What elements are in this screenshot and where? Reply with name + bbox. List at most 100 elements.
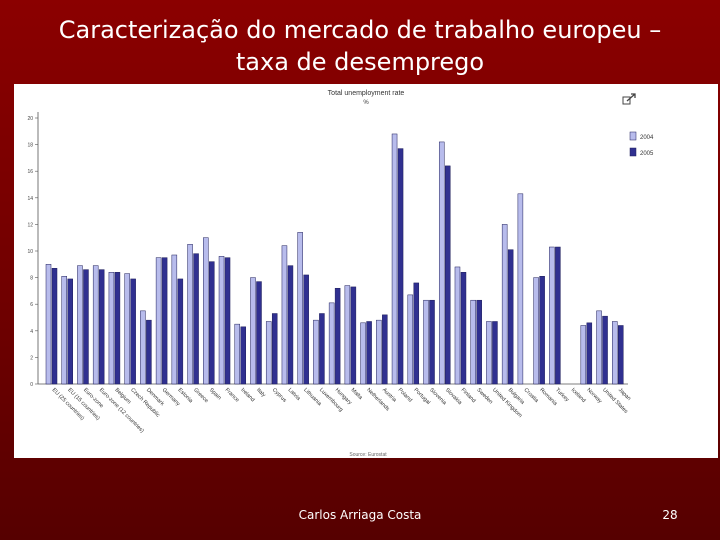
y-tick-label: 18 [27, 143, 33, 149]
bar-2005-18 [334, 287, 341, 385]
bar-2005-22 [397, 148, 404, 385]
bar-2005-31 [539, 276, 545, 385]
bar-2004-9 [187, 244, 193, 385]
bar-2005-4 [114, 272, 121, 385]
y-tick-label: 12 [27, 222, 33, 228]
bar-2004-1 [61, 276, 67, 385]
chart-title: Total unemployment rate [328, 90, 405, 97]
bar-2004-34 [580, 325, 587, 385]
bar-2004-3 [92, 265, 99, 385]
y-tick-label: 10 [27, 249, 33, 255]
bar-2005-20 [366, 321, 372, 385]
bar-2004-13 [250, 277, 256, 385]
bar-2004-18 [328, 302, 335, 385]
bar-2004-6 [140, 310, 146, 385]
bar-2005-27 [476, 299, 482, 385]
bar-2005-28 [492, 321, 498, 385]
y-tick-label: 8 [30, 276, 33, 282]
bar-2004-27 [470, 299, 476, 385]
bar-2004-29 [501, 224, 508, 385]
bar-2004-28 [486, 321, 492, 385]
chart-subtitle: % [363, 100, 369, 106]
bar-2005-11 [224, 257, 231, 385]
x-tick-label: Czech Republic [129, 387, 161, 419]
bar-2004-8 [171, 254, 178, 385]
x-tick-label: Greece [192, 387, 209, 404]
y-tick-label: 2 [30, 355, 33, 361]
y-tick-label: 14 [27, 196, 33, 202]
bar-2005-35 [602, 315, 608, 385]
bar-2004-5 [124, 273, 130, 385]
legend: 2004 2005 [629, 131, 654, 157]
bar-2004-7 [155, 257, 162, 385]
x-tick-label: Sweden [475, 387, 493, 405]
footer-author: Carlos Arriaga Costa [298, 508, 422, 522]
bar-2005-17 [319, 313, 325, 385]
bar-2005-19 [350, 286, 357, 385]
bar-2004-24 [423, 299, 429, 385]
bar-2005-3 [98, 269, 105, 385]
bar-2004-25 [438, 141, 445, 385]
legend-swatch-2004 [629, 131, 637, 141]
bar-2004-12 [234, 323, 241, 385]
bar-2005-21 [382, 314, 388, 385]
bar-2004-31 [533, 277, 539, 385]
bar-2004-2 [77, 265, 83, 385]
y-tick-label: 0 [30, 382, 33, 388]
x-tick-label: Latvia [287, 387, 302, 402]
bar-2005-5 [130, 278, 136, 385]
chart-panel: Total unemployment rate % 0 2 4 6 8 10 12 14 16 1… [14, 84, 718, 458]
bar-2004-16 [297, 232, 303, 385]
bar-2004-30 [517, 193, 524, 385]
bar-2005-9 [193, 253, 199, 385]
bar-2004-17 [313, 319, 319, 385]
bar-2005-1 [67, 278, 73, 385]
bar-2005-24 [429, 299, 435, 385]
x-tick-label: Ireland [239, 387, 255, 403]
legend-label-2005: 2005 [640, 151, 654, 157]
bar-2004-20 [360, 322, 366, 385]
bar-2005-14 [271, 313, 278, 385]
bar-2004-23 [407, 294, 414, 385]
x-tick-label: France [224, 387, 240, 403]
bar-2005-15 [287, 265, 294, 385]
x-tick-label: Poland [397, 387, 413, 403]
slide-title-line-2: taxa de desemprego [235, 48, 485, 76]
bar-2004-19 [344, 285, 351, 385]
bar-2005-29 [507, 249, 514, 385]
bar-2005-32 [555, 246, 561, 385]
y-tick-label: 20 [27, 116, 33, 122]
bar-2005-36 [618, 325, 624, 385]
y-tick-label: 4 [30, 329, 33, 335]
bar-2005-0 [51, 268, 58, 385]
chart-tool-icon[interactable] [622, 93, 636, 105]
bar-2005-12 [240, 326, 247, 385]
x-tick-label: Spain [208, 387, 222, 401]
bar-2004-35 [596, 310, 602, 385]
bar-2004-36 [612, 321, 618, 385]
y-tick-label: 6 [30, 302, 33, 308]
bars [45, 133, 624, 385]
bar-2004-0 [45, 264, 52, 385]
bar-2005-10 [209, 261, 215, 385]
legend-label-2004: 2004 [640, 135, 654, 141]
bar-2005-34 [586, 322, 593, 385]
x-tick-label: Italy [255, 387, 267, 399]
bar-2004-11 [218, 256, 225, 385]
unemployment-bar-chart: Total unemployment rate % 0 2 4 6 8 10 12 14 16 1… [27, 90, 654, 458]
bar-2005-2 [83, 269, 89, 385]
bar-2005-25 [444, 165, 451, 385]
x-tick-label: Malta [349, 387, 363, 401]
bar-2005-13 [256, 281, 262, 385]
bar-2005-26 [460, 272, 467, 385]
legend-swatch-2005 [629, 147, 637, 157]
bar-2005-16 [303, 274, 309, 385]
bar-2004-15 [281, 245, 288, 385]
bar-2004-32 [549, 246, 555, 385]
bar-2004-26 [454, 266, 461, 385]
x-tick-label: Iceland [570, 387, 587, 404]
bar-2005-6 [146, 319, 152, 385]
bar-2004-21 [376, 319, 382, 385]
bar-2004-4 [108, 272, 115, 385]
bar-2005-23 [413, 282, 420, 385]
